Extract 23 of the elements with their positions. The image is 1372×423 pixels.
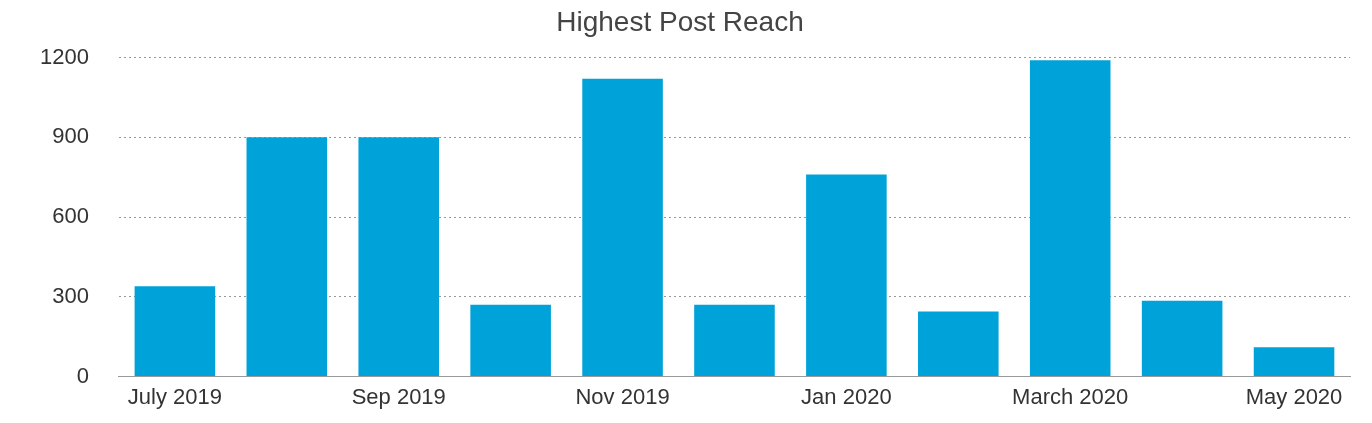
x-tick-label: Sep 2019 xyxy=(351,383,446,409)
y-tick-label: 1200 xyxy=(39,43,89,69)
x-tick-label: July 2019 xyxy=(127,383,222,409)
y-tick-label: 900 xyxy=(52,123,89,149)
x-tick-label: Jan 2020 xyxy=(801,383,892,409)
bar xyxy=(918,311,999,377)
y-tick-label: 300 xyxy=(52,282,89,308)
bar xyxy=(806,174,887,377)
bar xyxy=(358,137,440,377)
bar xyxy=(246,137,328,377)
x-tick-label: March 2020 xyxy=(1012,383,1129,409)
x-tick-label: May 2020 xyxy=(1245,383,1343,409)
y-tick-label: 0 xyxy=(76,362,89,388)
y-tick-label: 600 xyxy=(52,203,89,229)
bar xyxy=(582,78,663,377)
bar xyxy=(134,286,216,377)
x-tick-label: Nov 2019 xyxy=(575,383,670,409)
bar xyxy=(694,304,775,377)
bar xyxy=(1029,60,1111,377)
chart-title: Highest Post Reach xyxy=(556,5,804,37)
bar xyxy=(1253,347,1335,377)
bar xyxy=(1141,300,1223,377)
bar xyxy=(470,304,551,377)
